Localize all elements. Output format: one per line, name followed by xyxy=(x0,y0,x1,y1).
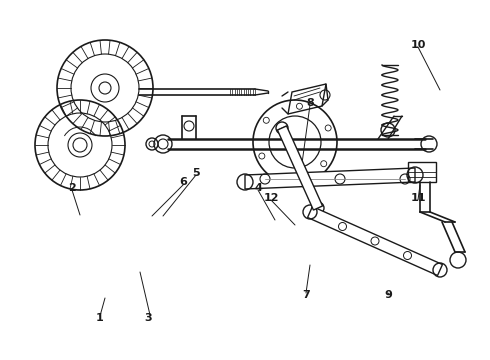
Text: 3: 3 xyxy=(144,313,152,323)
Polygon shape xyxy=(245,168,415,189)
Text: 6: 6 xyxy=(179,177,187,187)
Text: 8: 8 xyxy=(306,98,314,108)
Text: 4: 4 xyxy=(254,183,262,193)
Text: 12: 12 xyxy=(263,193,279,203)
Bar xyxy=(408,162,436,182)
Text: 5: 5 xyxy=(192,168,200,178)
Text: 10: 10 xyxy=(410,40,426,50)
Text: 1: 1 xyxy=(96,313,104,323)
Polygon shape xyxy=(277,126,322,210)
Text: 11: 11 xyxy=(410,193,426,203)
Text: 9: 9 xyxy=(384,290,392,300)
Polygon shape xyxy=(308,207,442,275)
Text: 2: 2 xyxy=(68,183,76,193)
Text: 7: 7 xyxy=(302,290,310,300)
